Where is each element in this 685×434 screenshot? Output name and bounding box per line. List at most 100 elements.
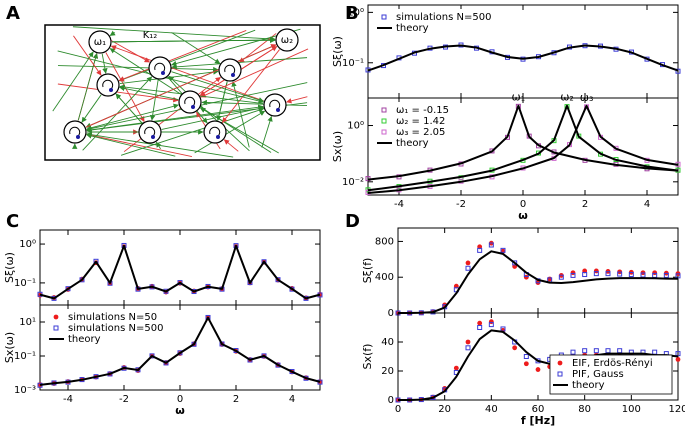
y-axis-label: Sξ(f) [361,258,374,284]
phase-arc [269,99,281,110]
phase-dot [216,135,220,139]
y-tick-label: 40 [381,337,394,348]
theory-line [367,104,679,192]
coupling-arrow [123,76,221,153]
x-tick-label: 2 [233,394,239,405]
x-tick-label: 0 [177,394,183,405]
data-point [512,345,518,351]
legend-label: simulations N=500 [396,12,491,23]
coupling-arrow [86,103,179,130]
legend-marker [381,107,387,113]
coupling-arrow [52,51,94,112]
coupling-arrow [161,105,264,130]
oscillator-node [218,58,242,82]
phase-arc [209,126,221,137]
oscillator-node [263,93,287,117]
y-tick-label: 400 [375,272,394,283]
legend-marker [381,118,387,124]
legend-label: simulations N=50 [68,312,157,323]
phase-dot [76,135,80,139]
coupling-arrow [86,104,264,131]
x-tick-label: 80 [578,404,591,415]
coupling-arrow [72,26,276,42]
data-point [512,260,518,266]
phase-dot [231,73,235,77]
data-point [261,259,267,265]
coupling-arrow [118,29,247,82]
coupling-arrow [222,49,280,123]
coupling-arrow [73,35,102,76]
oscillator-node [63,120,87,144]
data-point [465,260,471,266]
data-point [523,274,529,280]
panel-letter: C [6,211,19,232]
data-point [570,349,576,355]
x-tick-label: -4 [394,199,404,210]
data-point [523,354,529,359]
legend-box [46,309,174,348]
coupling-arrow [119,85,179,101]
data-point [652,270,658,276]
y-axis-label: Sξ(ω) [3,252,16,283]
plot: 10⁻³ 10⁻¹ 10¹ -4 -2 0 2 4 Sx(ω) ω simulations N=50… [3,304,323,417]
coupling-arrow [57,83,179,103]
legend-label: theory [68,334,101,345]
theory-line [367,104,679,194]
phase-arc [69,126,81,137]
coupling-arrow [200,48,309,98]
legend-marker [53,325,59,331]
coupling-arrow [86,133,176,157]
data-point [163,360,169,366]
theory-line [367,44,679,72]
x-tick-label: 0 [395,404,401,415]
data-point [593,271,599,277]
data-point [558,274,564,280]
data-point [453,365,459,371]
data-point [489,148,495,154]
panel-letter: A [6,3,20,24]
legend-label: simulations N=500 [68,323,163,334]
legend-label: ω₁ = -0.15 [396,105,449,116]
legend-marker [557,360,563,366]
y-tick-label: 10¹ [19,317,36,328]
theory-line [398,329,679,401]
coupling-arrow [155,141,162,150]
x-tick-label: 0 [520,199,526,210]
data-point [605,271,611,277]
coupling-arrow [149,79,159,121]
legend-box [549,354,673,395]
data-point [570,270,576,276]
data-point [593,268,599,274]
coupling-arrow [110,45,264,102]
panel-letter: D [345,211,360,232]
data-point [593,348,599,354]
data-point [582,348,588,354]
data-point [149,353,155,359]
panel-letter: B [345,3,359,24]
data-point [465,339,471,345]
data-point [675,357,681,362]
oscillator-node [138,120,162,144]
data-point [465,345,471,351]
peak-label: ω₂ [560,91,574,104]
y-axis-label: Sξ(ω) [331,36,344,67]
data-point [275,277,281,283]
coupling-arrow [171,32,221,64]
theory-line [367,104,679,181]
coupling-arrow [201,99,308,107]
network-diagram: ω₁ ω₂ K₁₂ [44,24,321,161]
data-point [477,320,483,326]
x-tick-label: 20 [438,404,451,415]
oscillator-node [88,30,112,54]
legend-label: theory [572,380,605,391]
legend-marker [381,14,387,20]
data-point [628,272,634,278]
y-tick-label: 0 [388,308,394,319]
coupling-arrow [286,96,308,104]
phase-dot [191,105,195,109]
